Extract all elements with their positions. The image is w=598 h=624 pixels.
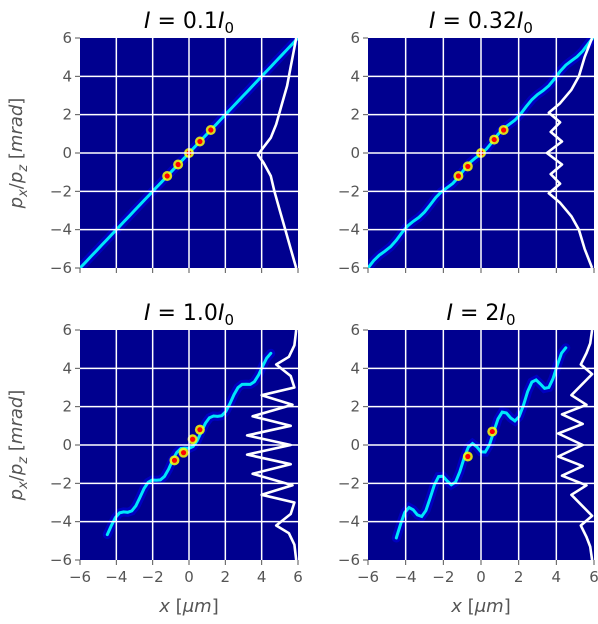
- profile-curve: [545, 38, 594, 268]
- y-tick-label: −4: [338, 513, 360, 531]
- x-tick-label: −2: [432, 568, 454, 586]
- y-tick-label: 0: [62, 144, 72, 162]
- panel-1: −6 −4 −2 0 2 4 6 I = 0.1I0 px/pz [mrad]: [6, 9, 299, 277]
- y-tick-label: 4: [350, 67, 360, 85]
- x-axis-label: x [μm]: [158, 596, 218, 617]
- x-tick-label: −6: [357, 568, 379, 586]
- hot-spot: [455, 173, 461, 179]
- y-tick-label: 0: [350, 144, 360, 162]
- y-tick-label: 2: [62, 106, 72, 124]
- y-tick-label: −2: [338, 474, 360, 492]
- profile-curve: [556, 330, 594, 560]
- panel-title: I = 1.0I0: [144, 301, 234, 329]
- x-axis-label: x [μm]: [450, 596, 510, 617]
- y-tick-label: −2: [50, 474, 72, 492]
- x-tick-label: 2: [514, 568, 524, 586]
- hot-spot: [501, 127, 507, 133]
- y-tick-label: 6: [350, 321, 360, 339]
- x-tick-label: −4: [395, 568, 417, 586]
- grid: [80, 38, 298, 268]
- panel-4: −6 −4 −2 0 2 4 6 −6 −4 −2 0 2 4 6 I = 2I0 x [μm]: [338, 301, 598, 617]
- x-tick-label: 4: [257, 568, 267, 586]
- hot-spot: [197, 427, 203, 433]
- profile-curve: [245, 330, 298, 560]
- y-tick-label: −2: [50, 182, 72, 200]
- y-tick-label: 0: [62, 436, 72, 454]
- hot-spot: [491, 136, 497, 143]
- panel-title: I = 0.1I0: [144, 9, 234, 37]
- y-tick-label: 0: [350, 436, 360, 454]
- profile-curve: [256, 38, 298, 268]
- y-tick-label: 4: [62, 67, 72, 85]
- x-tick-label: −2: [142, 568, 164, 586]
- y-tick-label: 4: [350, 359, 360, 377]
- panel-2: −6 −4 −2 0 2 4 6 I = 0.32I0: [338, 9, 595, 277]
- panel-3: −6 −4 −2 0 2 4 6 −6 −4 −2 0 2 4 6 I = 1.0I0 x [μm] px/pz…: [6, 301, 303, 617]
- hot-spot: [489, 428, 495, 435]
- x-tick-label: 6: [589, 568, 598, 586]
- y-tick-label: 4: [62, 359, 72, 377]
- x-tick-label: 2: [221, 568, 231, 586]
- y-tick-label: −6: [338, 259, 360, 277]
- y-axis-label: px/pz [mrad]: [6, 98, 31, 210]
- y-tick-label: 6: [62, 29, 72, 47]
- x-tick-label: 0: [184, 568, 194, 586]
- x-tick-label: 4: [552, 568, 562, 586]
- y-tick-label: 2: [350, 106, 360, 124]
- y-tick-label: −6: [338, 551, 360, 569]
- y-tick-label: −6: [50, 551, 72, 569]
- y-tick-label: 2: [62, 398, 72, 416]
- hot-spot: [164, 173, 170, 179]
- panel-title: I = 0.32I0: [429, 9, 533, 37]
- y-tick-label: −4: [50, 221, 72, 239]
- hot-spot: [465, 163, 471, 170]
- y-tick-label: −4: [50, 513, 72, 531]
- y-tick-label: 6: [62, 321, 72, 339]
- hot-spot: [171, 457, 178, 463]
- y-tick-label: −6: [50, 259, 72, 277]
- grid: [368, 38, 594, 268]
- hot-spot: [465, 453, 471, 460]
- grid: [368, 330, 594, 560]
- hot-spot: [175, 161, 181, 168]
- grid: [80, 330, 298, 560]
- y-tick-label: 6: [350, 29, 360, 47]
- y-tick-label: −2: [338, 182, 360, 200]
- y-axis-label: px/pz [mrad]: [6, 390, 31, 502]
- hot-spot: [190, 436, 196, 442]
- x-tick-label: −6: [69, 568, 91, 586]
- hot-spot: [180, 450, 187, 456]
- y-tick-label: 2: [350, 398, 360, 416]
- y-tick-label: −4: [338, 221, 360, 239]
- hot-spot: [197, 138, 203, 145]
- x-tick-label: 6: [293, 568, 303, 586]
- hot-spot: [208, 127, 214, 133]
- panel-title: I = 2I0: [447, 301, 516, 329]
- x-tick-label: 0: [476, 568, 486, 586]
- x-tick-label: −4: [105, 568, 127, 586]
